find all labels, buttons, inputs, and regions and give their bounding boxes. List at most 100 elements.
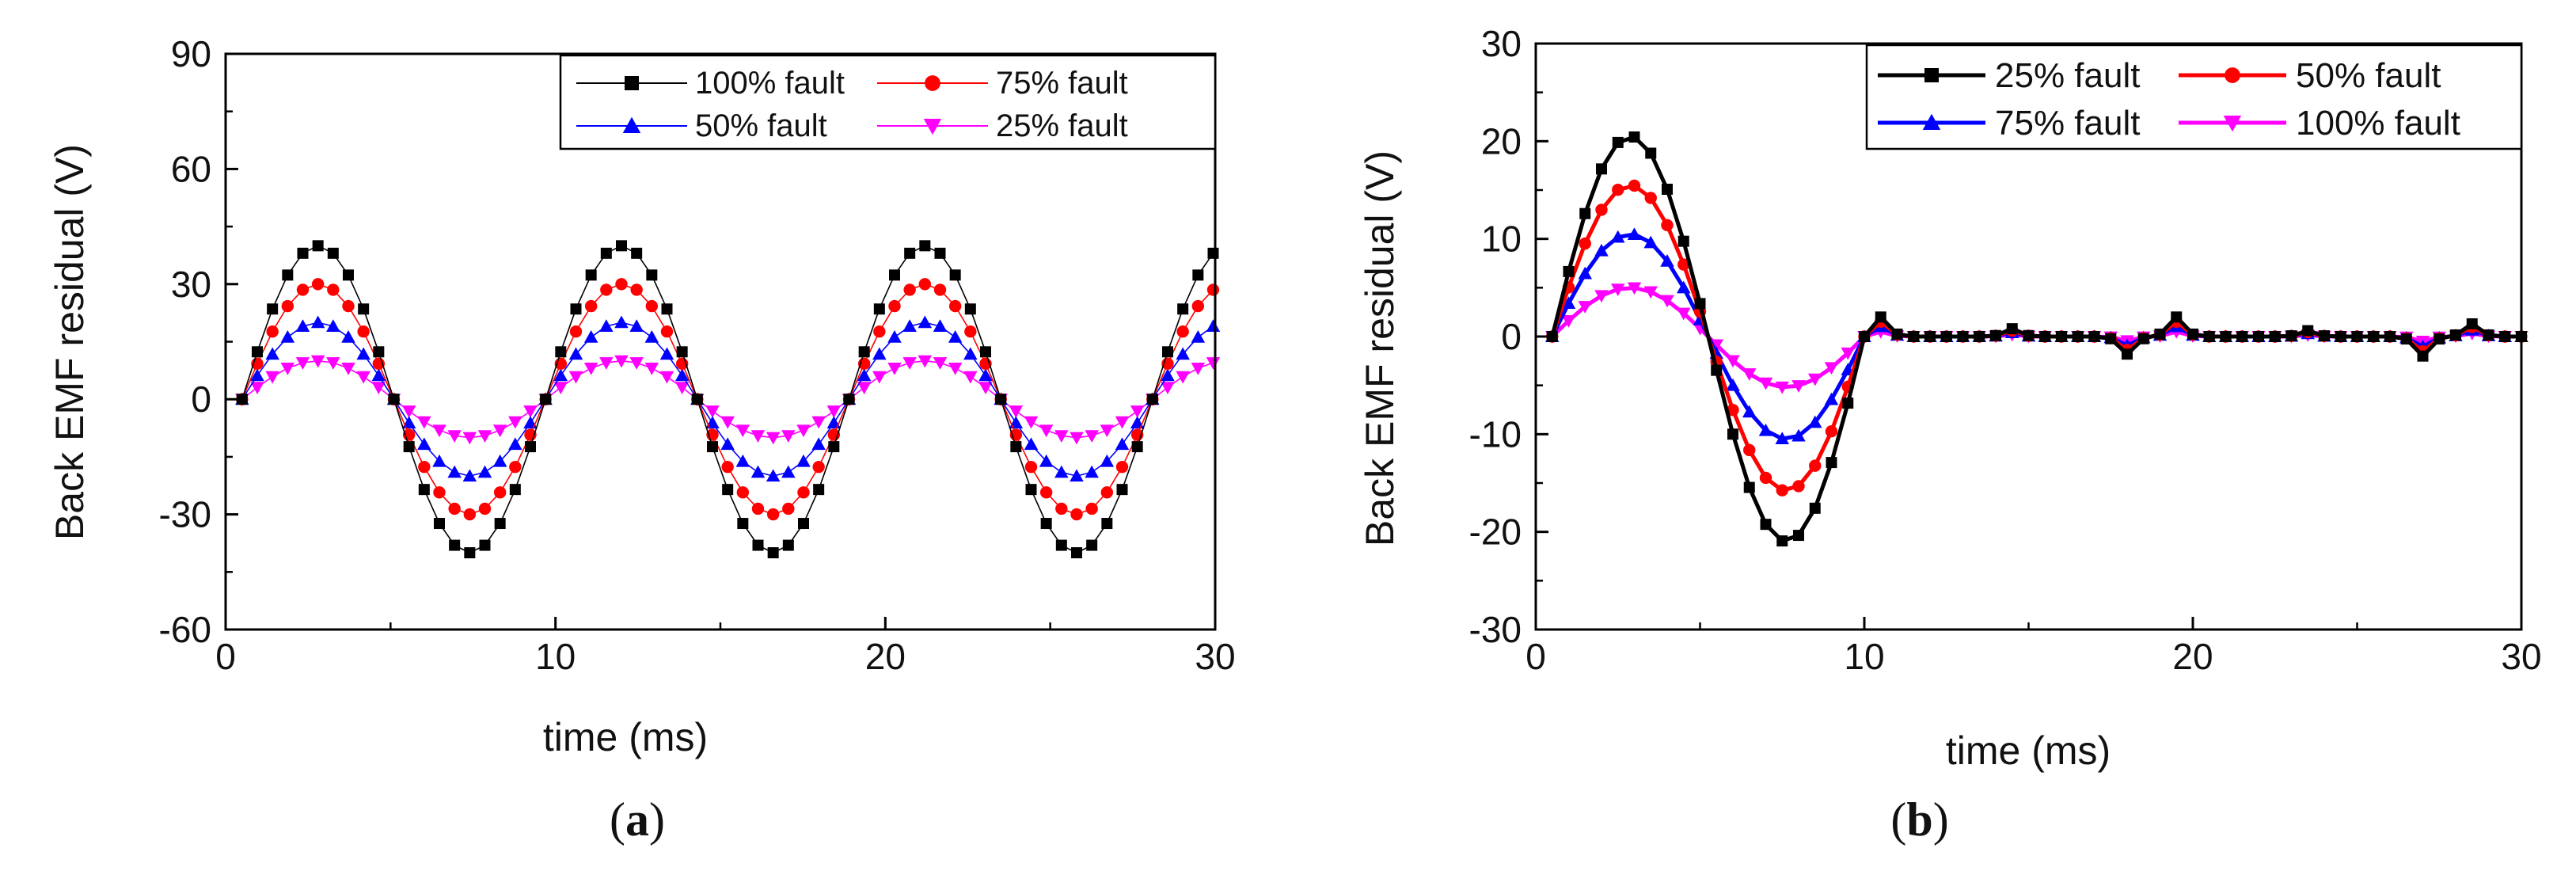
data-point-a-1-57	[1100, 486, 1114, 499]
legend-label-b-1: 50% fault	[2296, 56, 2441, 95]
data-point-a-1-24	[600, 283, 613, 296]
data-point-a-2-38	[811, 437, 826, 451]
data-point-b-3-7	[1660, 295, 1674, 308]
legend-a: 100% fault 75% fault 50% fault 25% fault	[559, 54, 1217, 150]
data-point-a-2-18	[508, 437, 522, 451]
data-point-a-0-25	[616, 240, 627, 252]
data-point-b-0-14	[1776, 535, 1788, 547]
data-point-b-0-7	[1662, 183, 1673, 195]
data-point-a-0-17	[494, 518, 506, 530]
data-point-a-2-28	[659, 347, 674, 360]
data-point-a-0-64	[1207, 247, 1219, 259]
data-point-b-1-17	[1825, 424, 1838, 438]
data-point-a-1-13	[433, 486, 446, 499]
data-point-a-0-49	[980, 346, 991, 358]
data-point-a-3-36	[781, 430, 796, 443]
data-point-a-3-15	[462, 432, 477, 445]
data-point-b-0-39	[2187, 328, 2198, 340]
data-point-b-0-27	[1990, 329, 2001, 341]
data-point-b-0-22	[1908, 330, 1920, 342]
data-point-b-3-16	[1808, 373, 1822, 386]
data-point-a-3-42	[872, 371, 887, 384]
data-point-a-3-55	[1070, 432, 1084, 445]
series-layer-a	[235, 240, 1221, 559]
data-point-a-3-45	[918, 355, 933, 368]
data-point-b-2-4	[1611, 230, 1625, 243]
data-point-a-1-63	[1191, 299, 1205, 313]
data-point-a-2-54	[1054, 465, 1069, 478]
data-point-b-1-13	[1759, 471, 1772, 485]
data-point-a-3-13	[432, 424, 446, 438]
data-point-b-2-15	[1791, 428, 1806, 442]
data-point-a-0-13	[434, 518, 445, 530]
data-point-a-0-52	[1025, 484, 1037, 496]
data-point-a-0-50	[995, 394, 1007, 405]
data-point-a-1-28	[660, 325, 674, 338]
data-point-a-1-12	[418, 460, 431, 474]
data-point-a-1-15	[463, 508, 477, 521]
data-point-a-1-32	[721, 460, 734, 474]
y-tick-label-b-2: -10	[1469, 413, 1522, 455]
data-point-a-3-44	[902, 357, 917, 370]
legend-label-b-0: 25% fault	[1995, 56, 2140, 95]
data-point-a-2-47	[948, 330, 963, 343]
data-point-b-0-40	[2203, 330, 2215, 342]
data-point-a-3-19	[523, 405, 538, 418]
data-point-a-2-26	[629, 319, 644, 333]
data-point-a-3-57	[1100, 424, 1115, 438]
data-point-a-3-25	[614, 355, 629, 368]
data-point-a-0-62	[1177, 303, 1189, 315]
data-point-a-2-57	[1100, 454, 1115, 467]
data-point-b-0-48	[2335, 330, 2346, 342]
caption-letter-b: b	[1906, 793, 1932, 846]
data-point-a-0-10	[388, 394, 400, 405]
data-point-a-3-18	[508, 416, 522, 429]
data-point-a-2-62	[1176, 347, 1190, 360]
data-point-a-0-8	[358, 303, 370, 315]
legend-label-a-0: 100% fault	[695, 66, 845, 101]
data-point-a-0-38	[813, 484, 825, 496]
data-point-a-1-37	[797, 486, 810, 499]
data-point-a-0-60	[1146, 394, 1158, 405]
data-point-a-0-30	[691, 394, 703, 405]
data-point-a-0-19	[525, 441, 536, 453]
data-point-a-3-23	[583, 362, 598, 375]
legend-marker-b-0	[1924, 68, 1939, 82]
data-point-a-2-17	[492, 454, 507, 467]
data-point-a-0-39	[828, 441, 840, 453]
y-tick-label-a-5: 90	[171, 33, 211, 74]
data-point-a-0-12	[418, 484, 430, 496]
data-point-a-3-48	[963, 371, 978, 384]
data-point-a-3-26	[629, 357, 644, 370]
data-point-a-2-2	[265, 347, 279, 360]
data-point-a-0-35	[767, 547, 779, 559]
data-point-b-0-18	[1842, 398, 1854, 409]
data-point-a-1-7	[342, 299, 355, 313]
data-point-b-3-12	[1742, 368, 1757, 381]
data-point-a-2-34	[750, 465, 766, 478]
data-point-b-0-1	[1563, 265, 1575, 277]
data-point-b-0-49	[2351, 331, 2363, 342]
data-point-b-2-2	[1578, 266, 1592, 280]
legend-label-a-3: 25% fault	[996, 108, 1128, 143]
data-point-b-0-15	[1793, 530, 1804, 542]
data-point-a-1-16	[478, 502, 492, 515]
data-point-a-1-35	[766, 508, 780, 521]
data-point-a-3-17	[492, 424, 507, 438]
data-point-a-1-64	[1206, 283, 1220, 296]
data-point-a-3-62	[1176, 371, 1190, 384]
data-point-a-0-28	[661, 303, 673, 315]
data-point-a-2-36	[781, 465, 796, 478]
data-point-a-2-46	[933, 319, 948, 333]
data-point-a-0-47	[949, 269, 961, 281]
data-point-a-0-9	[373, 346, 385, 358]
chart-panel-b: 0 10 20 30 -30 -20 -10 0 10 20 30 time (ms) Back E…	[1358, 23, 2542, 846]
data-point-b-0-31	[2056, 331, 2067, 342]
legend-marker-b-3	[2223, 116, 2242, 132]
data-point-b-0-55	[2450, 329, 2461, 341]
data-point-b-2-17	[1824, 392, 1839, 405]
data-point-a-0-24	[600, 247, 612, 259]
data-point-b-1-14	[1776, 484, 1788, 496]
data-point-a-2-15	[462, 469, 477, 482]
